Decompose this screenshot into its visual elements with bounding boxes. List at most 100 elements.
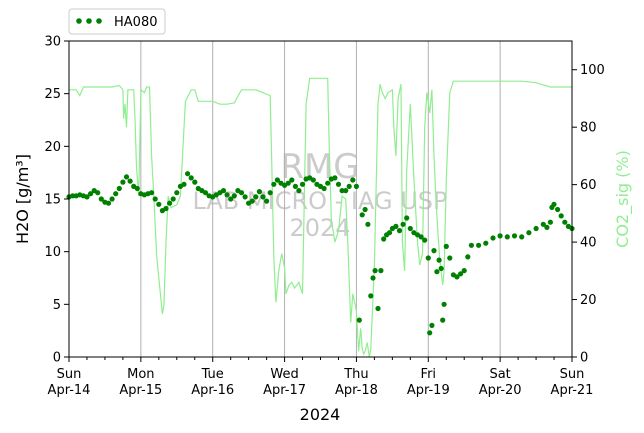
h2o-point [134, 185, 140, 192]
x-tick-label-date: Apr-20 [479, 383, 522, 398]
h2o-point [163, 205, 169, 212]
h2o-point [427, 330, 433, 336]
h2o-point [434, 269, 440, 275]
h2o-point [192, 179, 198, 185]
h2o-point [335, 181, 342, 187]
y2-tick-label: 100 [580, 63, 605, 78]
y-tick-label: 5 [53, 298, 61, 313]
h2o-point [547, 219, 554, 225]
h2o-point [407, 225, 413, 232]
h2o-point [544, 224, 550, 230]
legend-marker [86, 18, 92, 24]
h2o-point [289, 177, 295, 183]
h2o-point [431, 248, 437, 254]
h2o-point [422, 237, 428, 243]
h2o-point [440, 317, 446, 323]
h2o-point [343, 188, 349, 194]
h2o-point [170, 196, 176, 202]
y-tick-label: 0 [53, 351, 61, 366]
y-axis-left: 0 5 10 15 20 25 30 [44, 35, 69, 366]
h2o-point [109, 196, 115, 202]
h2o-point [149, 190, 155, 196]
h2o-point [400, 221, 406, 227]
h2o-point [381, 236, 387, 242]
h2o-point [359, 212, 365, 218]
legend-marker [76, 18, 82, 24]
h2o-point [238, 190, 245, 196]
h2o-point [362, 206, 368, 213]
h2o-point [533, 225, 539, 232]
y-axis-right: 0 20 40 60 80 100 [572, 63, 605, 366]
h2o-point [242, 194, 248, 200]
h2o-point [436, 257, 442, 263]
h2o-point [113, 191, 119, 197]
legend-label: HA080 [114, 15, 157, 30]
h2o-point [339, 188, 345, 194]
x-gridlines [140, 41, 501, 357]
h2o-point [332, 175, 338, 181]
h2o-point [156, 201, 162, 207]
h2o-point [438, 265, 444, 272]
x-tick-label-day: Mon [127, 367, 154, 382]
h2o-point [386, 230, 393, 236]
h2o-point [346, 183, 352, 189]
h2o-point [253, 194, 259, 200]
y-axis-title-right: CO2_sig (%) [613, 150, 633, 248]
h2o-point [490, 235, 496, 241]
h2o-point [558, 213, 564, 219]
h2o-series [66, 171, 575, 336]
h2o-point [202, 190, 209, 196]
h2o-point [404, 215, 410, 221]
h2o-point [325, 180, 331, 186]
co2-series [69, 77, 572, 358]
h2o-point [350, 177, 356, 183]
y-tick-label: 25 [44, 87, 61, 102]
h2o-point [461, 268, 467, 274]
h2o-point [425, 255, 431, 261]
h2o-point [562, 219, 568, 225]
h2o-point [292, 183, 298, 189]
y-tick-label: 20 [44, 140, 61, 155]
h2o-point [365, 221, 371, 227]
h2o-point [504, 234, 510, 240]
h2o-point [152, 196, 158, 202]
y2-tick-label: 20 [580, 293, 597, 308]
h2o-point [231, 193, 237, 199]
h2o-point [519, 234, 525, 240]
h2o-point [497, 233, 503, 239]
x-axis-title: 2024 [300, 405, 341, 424]
h2o-point [454, 274, 460, 280]
h2o-point [370, 275, 376, 281]
h2o-point [540, 221, 546, 227]
h2o-point [274, 177, 280, 183]
h2o-point [321, 185, 327, 192]
h2o-point [260, 194, 266, 200]
y-tick-label: 10 [44, 245, 61, 260]
x-tick-label-date: Apr-17 [263, 383, 306, 398]
h2o-point [95, 190, 101, 196]
h2o-point [105, 200, 112, 206]
h2o-point [468, 242, 474, 248]
h2o-point [310, 177, 316, 183]
x-tick-label-date: Apr-21 [551, 383, 594, 398]
h2o-point [181, 181, 187, 187]
h2o-point [378, 268, 384, 274]
legend-marker [96, 18, 102, 24]
legend-box [68, 8, 166, 35]
y-tick-label: 15 [44, 193, 61, 208]
h2o-point [220, 188, 227, 194]
h2o-point [372, 268, 378, 274]
h2o-point [70, 193, 76, 199]
h2o-point [551, 201, 557, 207]
h2o-point [476, 242, 482, 248]
h2o-point [441, 301, 447, 307]
x-tick-label-day: Wed [270, 367, 298, 382]
y2-tick-label: 40 [580, 236, 597, 251]
h2o-point [185, 171, 191, 177]
h2o-point [483, 240, 489, 246]
y2-tick-label: 80 [580, 121, 597, 136]
watermark-line-3: 2024 [289, 214, 350, 242]
h2o-point [555, 206, 561, 213]
watermark: RMG LAB MICRO - IAG USP 2024 [192, 147, 447, 242]
h2o-point [465, 254, 471, 260]
